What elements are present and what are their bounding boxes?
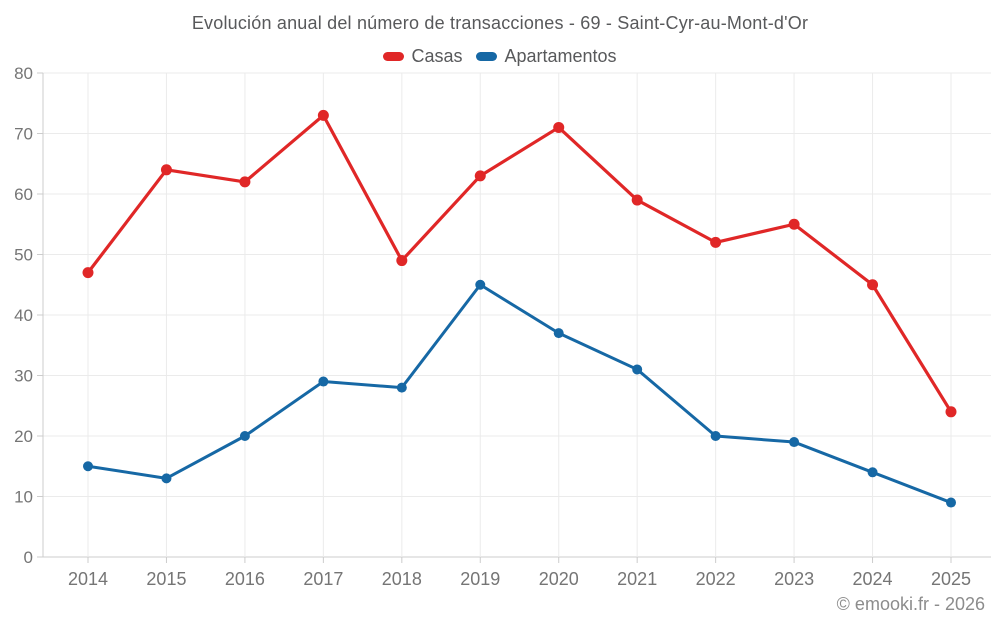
y-tick-label: 70 (14, 125, 33, 144)
data-point-apartamentos (632, 364, 643, 375)
legend-label-casas: Casas (411, 46, 463, 66)
x-tick-label: 2022 (696, 569, 736, 589)
data-point-apartamentos (553, 328, 564, 339)
y-tick-label: 60 (14, 185, 33, 204)
data-point-apartamentos (318, 376, 329, 387)
x-tick-label: 2023 (774, 569, 814, 589)
data-point-apartamentos (789, 437, 800, 448)
chart-legend: Casas Apartamentos (0, 46, 1000, 67)
legend-item-casas[interactable]: Casas (383, 46, 462, 67)
x-tick-label: 2019 (460, 569, 500, 589)
chart-title: Evolución anual del número de transaccio… (191, 13, 809, 33)
data-point-casas (160, 164, 172, 176)
data-point-apartamentos (710, 431, 721, 441)
data-point-casas (239, 176, 251, 188)
y-tick-label: 20 (14, 427, 33, 446)
y-tick-label: 40 (14, 306, 33, 325)
data-point-casas (474, 170, 486, 182)
y-tick-label: 50 (14, 246, 33, 265)
y-tick-label: 0 (24, 548, 33, 567)
data-point-casas (788, 218, 800, 230)
data-point-apartamentos (475, 279, 486, 290)
series-line-casas (86, 113, 953, 414)
x-tick-label: 2024 (853, 569, 893, 589)
series-line-apartamentos (86, 283, 953, 505)
data-point-apartamentos (867, 467, 878, 478)
data-point-apartamentos (396, 382, 407, 393)
data-point-casas (631, 194, 643, 206)
y-tick-label: 10 (14, 488, 33, 507)
x-tick-label: 2016 (225, 569, 265, 589)
data-point-apartamentos (161, 473, 172, 484)
y-tick-label: 80 (14, 64, 33, 83)
x-tick-label: 2020 (539, 569, 579, 589)
data-point-casas (82, 267, 94, 279)
x-tick-label: 2021 (617, 569, 657, 589)
x-tick-label: 2015 (146, 569, 186, 589)
data-point-casas (945, 406, 957, 418)
data-point-apartamentos (83, 461, 93, 472)
x-tick-label: 2025 (931, 569, 971, 589)
data-point-casas (396, 255, 408, 267)
legend-item-apartamentos[interactable]: Apartamentos (476, 46, 617, 67)
footer-credit: © emooki.fr - 2026 (836, 594, 985, 614)
data-point-casas (710, 236, 722, 248)
x-tick-label: 2018 (382, 569, 422, 589)
x-tick-label: 2017 (303, 569, 343, 589)
x-tick-label: 2014 (68, 569, 108, 589)
casas-color-swatch-icon (383, 52, 405, 61)
legend-label-apartamentos: Apartamentos (504, 46, 617, 66)
data-point-apartamentos (946, 497, 956, 508)
data-point-apartamentos (239, 431, 250, 441)
data-point-casas (553, 121, 565, 133)
y-tick-label: 30 (14, 367, 33, 386)
apartamentos-color-swatch-icon (476, 52, 498, 61)
data-point-casas (317, 109, 329, 121)
data-point-casas (867, 279, 879, 291)
